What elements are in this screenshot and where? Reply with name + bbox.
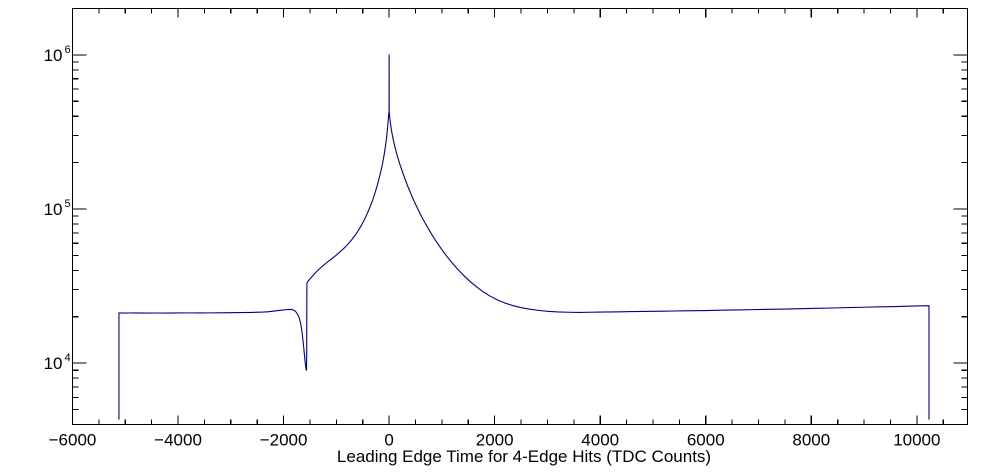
data-series-group: [118, 54, 930, 420]
y-tick-label-exponent: 6: [65, 44, 71, 56]
x-axis-ticks: [71, 8, 944, 425]
x-axis-title: Leading Edge Time for 4-Edge Hits (TDC C…: [337, 447, 711, 466]
axis-frame: [71, 7, 969, 426]
y-tick-label: 10: [44, 200, 63, 219]
plot-frame: [71, 7, 969, 426]
data-series-line: [118, 54, 930, 420]
y-tick-label-exponent: 4: [65, 352, 71, 364]
y-tick-label-exponent: 5: [65, 198, 71, 210]
x-tick-label: −6000: [49, 431, 97, 450]
x-tick-label: 4000: [581, 431, 619, 450]
y-tick-label: 10: [44, 46, 63, 65]
y-tick-label: 10: [44, 354, 63, 373]
x-tick-label: 6000: [687, 431, 725, 450]
x-tick-label: 8000: [792, 431, 830, 450]
x-tick-label: 2000: [476, 431, 514, 450]
x-axis-tick-labels: −6000 −4000 −2000 0 2000 4000 6000 8000 10000: [49, 431, 941, 450]
x-tick-label: −4000: [154, 431, 202, 450]
y-axis-ticks: [72, 7, 968, 426]
x-tick-label: 0: [384, 431, 393, 450]
x-tick-label: 10000: [893, 431, 940, 450]
x-tick-label: −2000: [260, 431, 308, 450]
